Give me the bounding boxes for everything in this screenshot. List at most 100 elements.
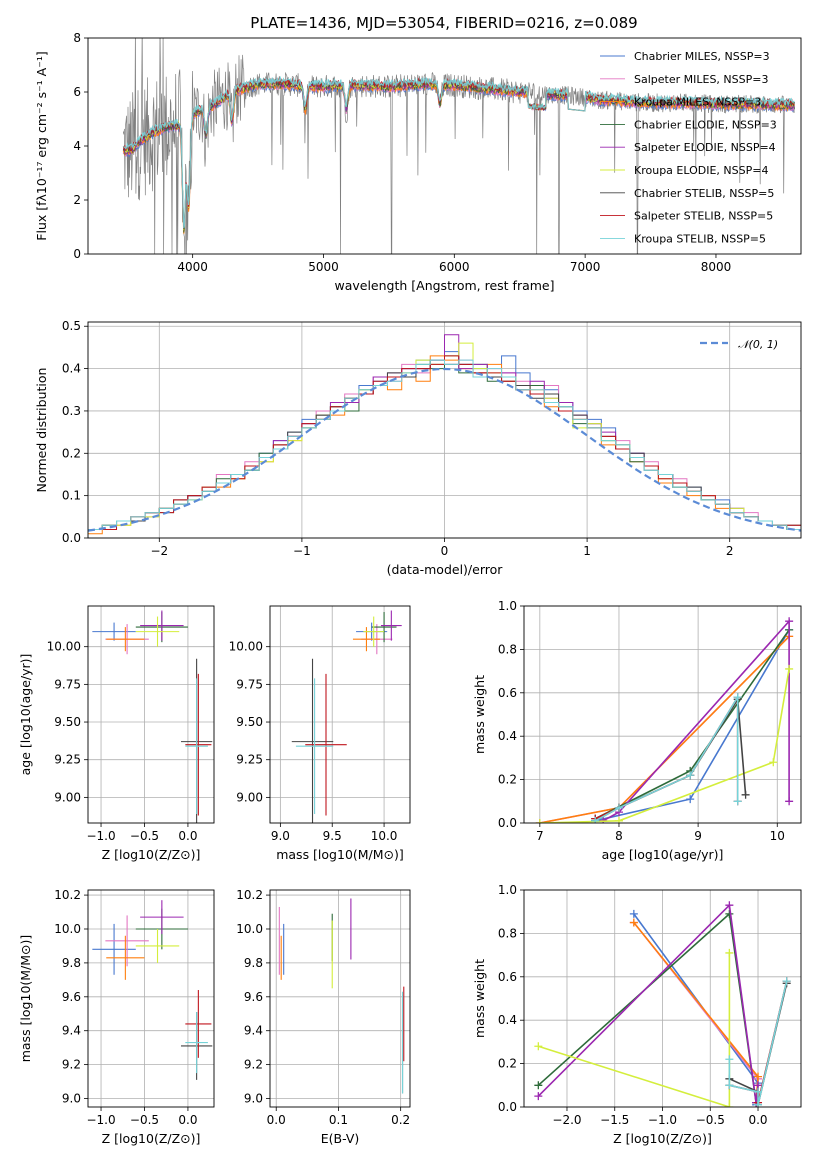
x-axis-label: Z [log10(Z/Z⊙)] [613, 1131, 712, 1146]
plus-marker [534, 1081, 543, 1090]
mass-weight-line [633, 922, 759, 1103]
mass-weight-line [537, 912, 757, 1103]
x-tick-label: 1 [583, 544, 591, 558]
errorbar-point [106, 627, 145, 652]
plus-marker [725, 1103, 734, 1107]
y-tick-label: 0.3 [62, 404, 81, 418]
plus-marker [785, 617, 794, 626]
x-tick-label: 8000 [701, 260, 732, 274]
legend-label: Chabrier ELODIE, NSSP=3 [634, 118, 777, 131]
y-tick-label: 9.8 [62, 956, 81, 970]
x-axis-label: age [log10(age/yr)] [602, 847, 724, 862]
plot-area [88, 334, 801, 538]
x-tick-label: 6000 [439, 260, 470, 274]
plus-marker [725, 909, 734, 918]
errorbar-point [92, 622, 136, 641]
x-tick-label: 0.0 [178, 829, 197, 843]
x-tick-label: 0.2 [391, 1113, 410, 1127]
plot-area [92, 900, 213, 1080]
axes-frame [523, 889, 802, 1108]
y-tick-label: 9.50 [54, 715, 81, 729]
errorbar-point [106, 935, 145, 980]
errorbar-point [185, 990, 212, 1058]
x-tick-label: 2 [726, 544, 734, 558]
mass-weight-line [602, 619, 790, 822]
x-tick-label: 7 [536, 829, 544, 843]
plus-marker [614, 803, 623, 812]
plot-area [122, 38, 796, 254]
x-axis-label: Z [log10(Z/Z⊙)] [102, 1131, 201, 1146]
y-tick-label: 9.2 [244, 1058, 263, 1072]
legend-label: 𝒩(0, 1) [738, 338, 778, 351]
x-axis-label: mass [log10(M/M⊙)] [276, 847, 404, 862]
plus-marker [785, 797, 794, 806]
mass-weight-line [633, 921, 759, 1103]
plot-area [534, 901, 791, 1107]
y-tick-label: 9.50 [236, 715, 263, 729]
mass-weight-line [538, 952, 731, 1107]
x-tick-label: 10 [770, 829, 785, 843]
errorbar-point [363, 616, 385, 647]
legend-label: Salpeter ELODIE, NSSP=4 [634, 141, 776, 154]
errorbar-point [135, 616, 180, 647]
y-tick-label: 0.6 [498, 686, 517, 700]
y-tick-label: 9.0 [244, 1092, 263, 1106]
panel-residuals: −2 −1 0 1 2 0.0 0.1 0.2 0.3 0.4 0.5 (data-model)/er… [34, 319, 802, 577]
plus-marker [534, 1042, 543, 1051]
y-tick-label: 0.4 [498, 729, 517, 743]
y-tick-label: 9.25 [236, 753, 263, 767]
y-tick-label: 0.8 [498, 642, 517, 656]
y-tick-label: 0.2 [62, 446, 81, 460]
mass-weight-line [537, 903, 759, 1103]
panel-age-vs-mass: 9.0 9.5 10.0 9.00 9.25 9.50 9.75 10.00 mass [log… [229, 605, 411, 862]
mass-weight-line [539, 668, 790, 823]
plus-marker [686, 771, 695, 780]
errorbar-point [371, 612, 397, 643]
y-tick-label: 0.6 [498, 970, 517, 984]
y-tick-label: 8 [73, 31, 81, 45]
axes-frame [87, 605, 215, 824]
x-tick-label: 9.5 [323, 829, 342, 843]
x-axis-label: Z [log10(Z/Z⊙)] [102, 847, 201, 862]
y-tick-label: 0.0 [498, 816, 517, 830]
y-tick-label: 0.5 [62, 319, 81, 333]
plus-marker [686, 795, 695, 804]
y-axis-label: Normed distribution [34, 368, 49, 493]
x-tick-label: −1 [293, 544, 311, 558]
plus-marker [733, 797, 742, 806]
plot-area [278, 898, 405, 1094]
gaussian-curve [88, 367, 801, 532]
y-tick-label: 10.00 [47, 640, 81, 654]
y-axis-label: age [log10(age/yr)] [18, 654, 33, 776]
errorbar-point [380, 610, 402, 641]
plot-area [535, 617, 794, 823]
x-tick-label: −0.5 [130, 1113, 159, 1127]
plus-marker [754, 1087, 763, 1096]
y-tick-label: 0.4 [498, 1013, 517, 1027]
y-tick-label: 10.2 [54, 888, 81, 902]
x-tick-label: 9.0 [271, 829, 290, 843]
plus-marker [725, 901, 734, 910]
y-axis-label: mass [log10(M/M⊙)] [18, 935, 33, 1063]
legend-label: Salpeter MILES, NSSP=3 [634, 73, 768, 86]
x-tick-label: 0.1 [329, 1113, 348, 1127]
y-tick-label: 0.2 [498, 773, 517, 787]
y-tick-label: 9.4 [244, 1024, 263, 1038]
x-axis-label: (data-model)/error [387, 562, 504, 577]
errorbar-point [185, 678, 208, 814]
plus-marker [614, 816, 623, 823]
errorbar-point [295, 678, 334, 814]
x-tick-label: 5000 [308, 260, 339, 274]
y-axis-label: mass weight [472, 675, 487, 754]
x-tick-label: 0.0 [748, 1113, 767, 1127]
axes-frame [523, 605, 802, 824]
x-tick-label: −2 [150, 544, 168, 558]
x-tick-label: −0.5 [696, 1113, 725, 1127]
y-tick-label: 9.0 [62, 1092, 81, 1106]
y-tick-label: 10.0 [236, 922, 263, 936]
errorbar-point [135, 928, 180, 963]
y-tick-label: 0.0 [498, 1100, 517, 1114]
plus-marker [754, 1100, 763, 1107]
x-tick-label: −1.0 [86, 829, 115, 843]
